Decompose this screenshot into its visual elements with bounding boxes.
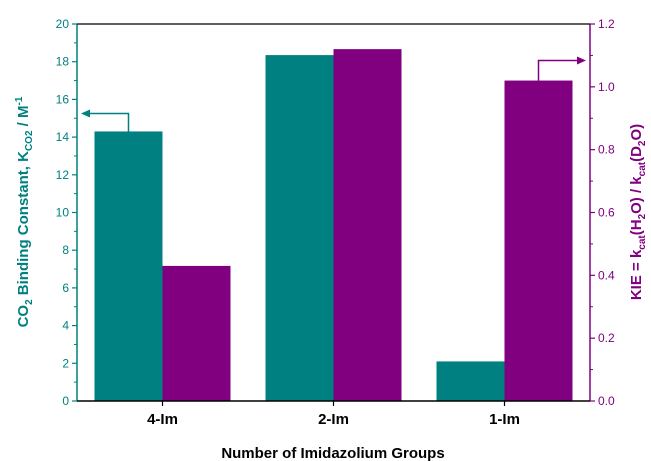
left-y-axis: 0 2 4 6 8 10 12 14 16 18 20	[56, 17, 78, 408]
left-tick-label: 20	[56, 17, 70, 31]
left-tick-label: 2	[62, 356, 69, 370]
right-tick-label: 0.6	[598, 206, 615, 220]
bar-right-2-Im	[333, 49, 402, 402]
bar-left-2-Im	[265, 55, 334, 401]
right-tick-label: 0.8	[598, 143, 615, 157]
left-tick-label: 4	[62, 319, 69, 333]
left-tick-label: 16	[56, 92, 70, 106]
right-y-axis: 0.0 0.2 0.4 0.6 0.8 1.0 1.2	[589, 17, 615, 408]
left-tick-label: 10	[56, 206, 70, 220]
x-tick-label: 2-Im	[318, 411, 349, 428]
left-tick-label: 6	[62, 281, 69, 295]
left-y-axis-title: CO2 Binding Constant, KCO2 / M-1	[14, 96, 35, 327]
right-tick-label: 0.2	[598, 331, 615, 345]
bar-right-4-Im	[162, 265, 231, 401]
left-tick-label: 18	[56, 55, 70, 69]
right-tick-label: 1.0	[598, 80, 615, 94]
bar-right-1-Im	[504, 80, 573, 402]
bars	[94, 49, 573, 402]
x-axis: 4-Im 2-Im 1-Im	[77, 23, 590, 428]
right-y-axis-title: KIE = kcat(H2O) / kcat(D2O)	[628, 124, 648, 300]
left-tick-label: 8	[62, 243, 69, 257]
left-tick-label: 14	[56, 130, 70, 144]
x-axis-title: Number of Imidazolium Groups	[221, 445, 444, 461]
left-tick-label: 12	[56, 168, 70, 182]
left-axis-indicator-arrow	[89, 112, 130, 132]
left-tick-label: 0	[62, 394, 69, 408]
right-arrowhead	[577, 56, 586, 65]
axis-arrows	[81, 56, 586, 132]
bar-left-1-Im	[436, 361, 505, 401]
bar-left-4-Im	[94, 131, 163, 401]
right-tick-label: 0.0	[598, 394, 615, 408]
right-tick-label: 0.4	[598, 268, 615, 282]
left-arrowhead	[81, 109, 90, 118]
right-tick-label: 1.2	[598, 17, 615, 31]
x-tick-label: 1-Im	[489, 411, 520, 428]
right-axis-indicator-arrow	[537, 59, 578, 81]
x-tick-label: 4-Im	[147, 411, 178, 428]
